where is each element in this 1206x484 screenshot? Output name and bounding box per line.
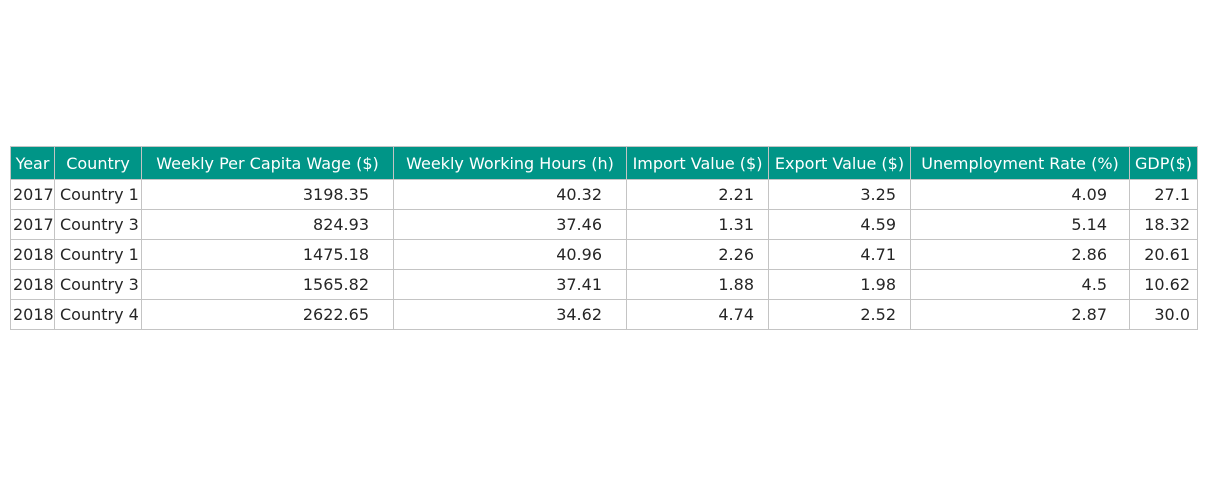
table-cell: 2018 (10, 239, 55, 270)
column-header: Country (54, 146, 142, 180)
table-cell: Country 1 (54, 239, 142, 270)
table-cell: 4.09 (910, 179, 1130, 210)
table-cell: 2017 (10, 179, 55, 210)
table-cell: 27.1 (1129, 179, 1198, 210)
table-cell: 1.31 (626, 209, 769, 240)
table-cell: 30.0 (1129, 299, 1198, 330)
table-cell: 34.62 (393, 299, 627, 330)
table-cell: 40.96 (393, 239, 627, 270)
table-cell: 2.26 (626, 239, 769, 270)
table-cell: 4.5 (910, 269, 1130, 300)
column-header: GDP($) (1129, 146, 1198, 180)
table-cell: 37.41 (393, 269, 627, 300)
data-table: Year Country Weekly Per Capita Wage ($) Wee… (10, 146, 1198, 330)
table-cell: Country 1 (54, 179, 142, 210)
table-row: 2018 Country 1 1475.18 40.96 2.26 4.71 2.86 20.… (10, 239, 1198, 270)
table-cell: Country 4 (54, 299, 142, 330)
column-header: Weekly Working Hours (h) (393, 146, 627, 180)
table-cell: 37.46 (393, 209, 627, 240)
table-cell: 40.32 (393, 179, 627, 210)
column-header: Export Value ($) (768, 146, 911, 180)
table-cell: 2018 (10, 269, 55, 300)
table-row: 2017 Country 3 824.93 37.46 1.31 4.59 5.14 18.3… (10, 209, 1198, 240)
table-cell: 1.98 (768, 269, 911, 300)
table-body: 2017 Country 1 3198.35 40.32 2.21 3.25 4.09 27.… (10, 179, 1198, 330)
table-cell: 2.21 (626, 179, 769, 210)
header-row: Year Country Weekly Per Capita Wage ($) Wee… (10, 146, 1198, 180)
table-cell: 824.93 (141, 209, 394, 240)
table-cell: 20.61 (1129, 239, 1198, 270)
table-cell: 4.74 (626, 299, 769, 330)
table-cell: 18.32 (1129, 209, 1198, 240)
table-cell: 5.14 (910, 209, 1130, 240)
table-cell: 2017 (10, 209, 55, 240)
table-cell: 4.71 (768, 239, 911, 270)
table-cell: 4.59 (768, 209, 911, 240)
table-cell: Country 3 (54, 209, 142, 240)
table-cell: 3.25 (768, 179, 911, 210)
table-row: 2017 Country 1 3198.35 40.32 2.21 3.25 4.09 27.… (10, 179, 1198, 210)
column-header: Import Value ($) (626, 146, 769, 180)
table-row: 2018 Country 3 1565.82 37.41 1.88 1.98 4.5 10.6… (10, 269, 1198, 300)
column-header: Unemployment Rate (%) (910, 146, 1130, 180)
table-cell: 2.87 (910, 299, 1130, 330)
table-row: 2018 Country 4 2622.65 34.62 4.74 2.52 2.87 30.… (10, 299, 1198, 330)
table-cell: 3198.35 (141, 179, 394, 210)
table-cell: 2622.65 (141, 299, 394, 330)
table-cell: 10.62 (1129, 269, 1198, 300)
table-cell: 1475.18 (141, 239, 394, 270)
table-cell: 1.88 (626, 269, 769, 300)
table-cell: 2.52 (768, 299, 911, 330)
column-header: Weekly Per Capita Wage ($) (141, 146, 394, 180)
column-header: Year (10, 146, 55, 180)
table-cell: Country 3 (54, 269, 142, 300)
table-cell: 1565.82 (141, 269, 394, 300)
table-cell: 2018 (10, 299, 55, 330)
table-cell: 2.86 (910, 239, 1130, 270)
